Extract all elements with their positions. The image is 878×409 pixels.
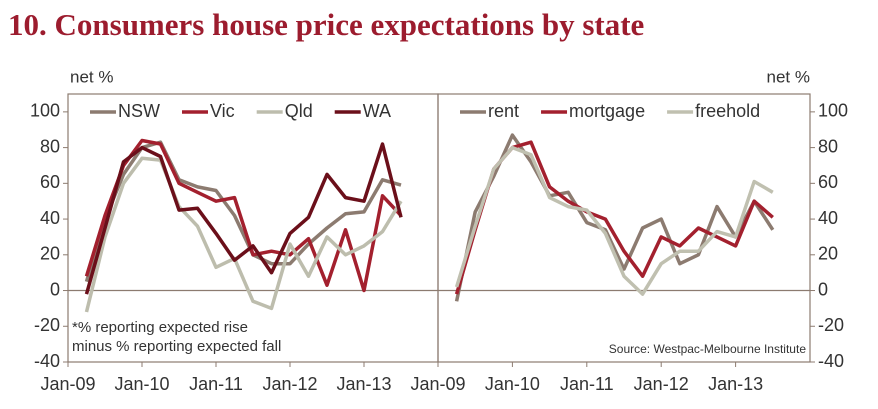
y-tick-label: -20 (34, 315, 60, 335)
y-tick-label: 20 (818, 244, 838, 264)
x-tick-label: Jan-12 (634, 374, 689, 394)
y-tick-label: 60 (818, 172, 838, 192)
y-tick-label: 60 (40, 172, 60, 192)
x-tick-label: Jan-13 (336, 374, 391, 394)
y-tick-label: 40 (40, 208, 60, 228)
y-tick-label: -40 (818, 351, 844, 371)
series-line (84, 142, 403, 295)
x-tick-label: Jan-10 (114, 374, 169, 394)
y-tick-label: 40 (818, 208, 838, 228)
x-tick-label: Jan-12 (262, 374, 317, 394)
series-line (84, 156, 403, 313)
y-tick-label: -20 (818, 315, 844, 335)
plot-frame (437, 93, 811, 363)
source-note: Source: Westpac-Melbourne Institute (609, 342, 807, 356)
x-tick-label: Jan-11 (560, 374, 614, 394)
y-tick-label: 20 (40, 244, 60, 264)
y-tick-label: 0 (818, 279, 828, 299)
y-axis-label: net % (767, 67, 810, 86)
legend-label: Qld (285, 101, 313, 121)
y-tick-label: 100 (30, 101, 60, 121)
x-tick-label: Jan-10 (485, 374, 540, 394)
legend-label: mortgage (569, 101, 645, 121)
y-tick-label: -40 (34, 351, 60, 371)
y-tick-label: 80 (40, 136, 60, 156)
y-tick-label: 100 (818, 101, 848, 121)
chart-title: 10. Consumers house price expectations b… (8, 7, 644, 42)
annotation: minus % reporting expected fall (72, 338, 281, 355)
legend-label: WA (363, 101, 391, 121)
x-tick-label: Jan-11 (189, 374, 243, 394)
y-tick-label: 0 (50, 279, 60, 299)
annotation: *% reporting expected rise (72, 319, 248, 336)
series-line (454, 133, 775, 302)
series-line (454, 145, 774, 296)
series-line (84, 138, 403, 293)
x-tick-label: Jan-09 (410, 374, 465, 394)
y-tick-label: 80 (818, 136, 838, 156)
legend-label: Vic (210, 101, 235, 121)
legend-label: freehold (695, 101, 760, 121)
y-axis-label: net % (70, 67, 113, 86)
x-tick-label: Jan-09 (40, 374, 95, 394)
x-tick-label: Jan-13 (708, 374, 763, 394)
legend-label: NSW (118, 101, 160, 121)
legend-label: rent (488, 101, 519, 121)
